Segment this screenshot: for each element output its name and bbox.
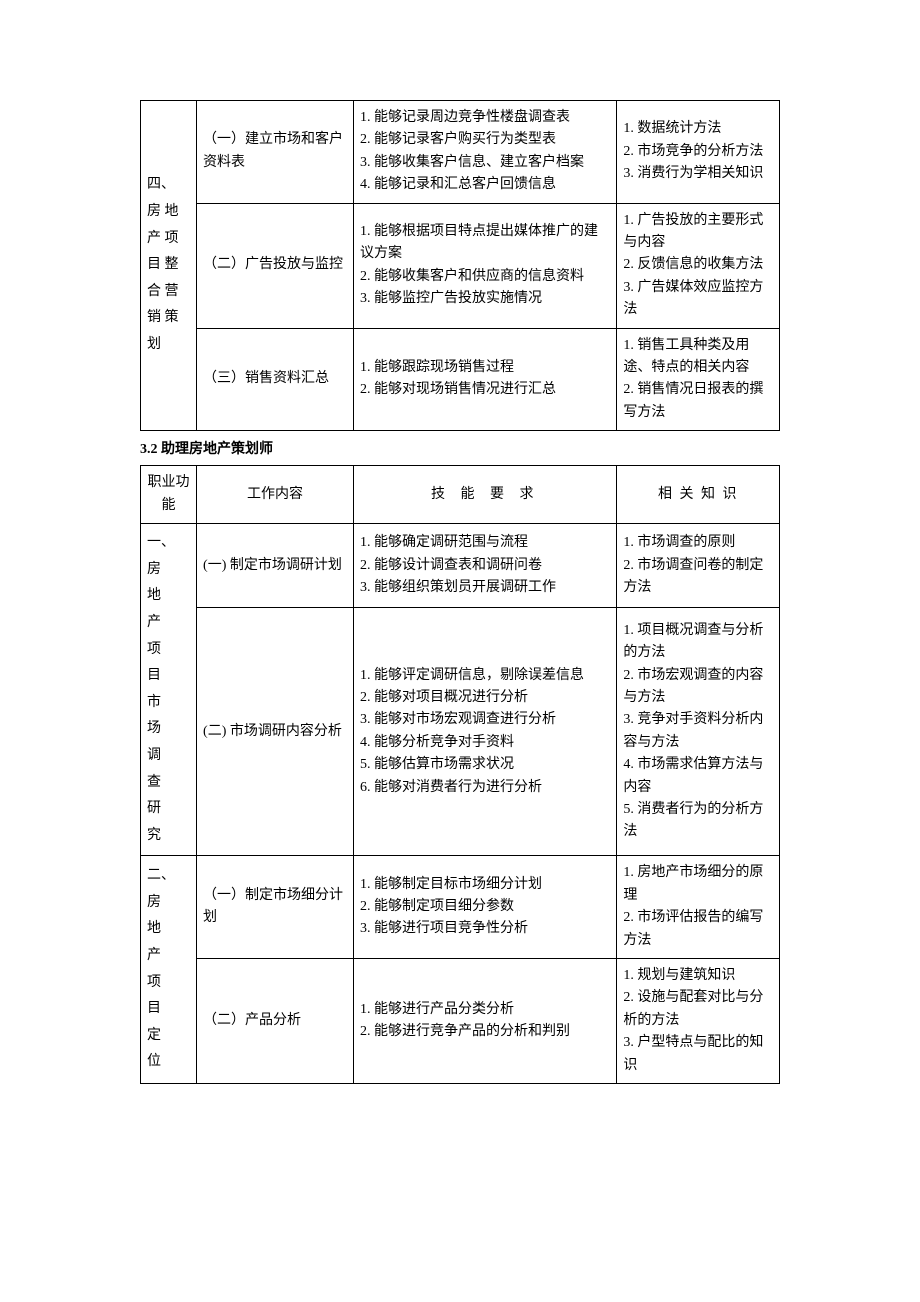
table-row: 一、房地产项目市场调查研究(一) 制定市场调研计划1. 能够确定调研范围与流程2… <box>141 524 780 608</box>
skill-requirement-cell: 1. 能够跟踪现场销售过程2. 能够对现场销售情况进行汇总 <box>353 328 616 431</box>
header-knowledge: 相 关 知 识 <box>617 466 780 524</box>
work-content-cell: (二) 市场调研内容分析 <box>197 608 354 856</box>
work-content-cell: (一) 制定市场调研计划 <box>197 524 354 608</box>
skill-requirement-cell: 1. 能够制定目标市场细分计划2. 能够制定项目细分参数3. 能够进行项目竞争性… <box>353 856 616 959</box>
function-cell: 四、房 地产 项目 整合 营销 策划 <box>141 101 197 431</box>
header-skill: 技 能 要 求 <box>353 466 616 524</box>
knowledge-cell: 1. 规划与建筑知识2. 设施与配套对比与分析的方法3. 户型特点与配比的知识 <box>617 958 780 1083</box>
knowledge-cell: 1. 项目概况调查与分析的方法2. 市场宏观调查的内容与方法3. 竞争对手资料分… <box>617 608 780 856</box>
skills-table-1: 四、房 地产 项目 整合 营销 策划（一）建立市场和客户资料表1. 能够记录周边… <box>140 100 780 431</box>
header-function: 职业功能 <box>141 466 197 524</box>
knowledge-cell: 1. 房地产市场细分的原理2. 市场评估报告的编写方法 <box>617 856 780 959</box>
table-row: 四、房 地产 项目 整合 营销 策划（一）建立市场和客户资料表1. 能够记录周边… <box>141 101 780 204</box>
skill-requirement-cell: 1. 能够评定调研信息，剔除误差信息2. 能够对项目概况进行分析3. 能够对市场… <box>353 608 616 856</box>
skill-requirement-cell: 1. 能够确定调研范围与流程2. 能够设计调查表和调研问卷3. 能够组织策划员开… <box>353 524 616 608</box>
section-title: 3.2 助理房地产策划师 <box>140 439 780 461</box>
table-header-row: 职业功能工作内容技 能 要 求相 关 知 识 <box>141 466 780 524</box>
knowledge-cell: 1. 市场调查的原则2. 市场调查问卷的制定方法 <box>617 524 780 608</box>
skill-requirement-cell: 1. 能够记录周边竞争性楼盘调查表2. 能够记录客户购买行为类型表3. 能够收集… <box>353 101 616 204</box>
knowledge-cell: 1. 销售工具种类及用途、特点的相关内容2. 销售情况日报表的撰写方法 <box>617 328 780 431</box>
knowledge-cell: 1. 广告投放的主要形式与内容2. 反馈信息的收集方法3. 广告媒体效应监控方法 <box>617 203 780 328</box>
work-content-cell: （二）广告投放与监控 <box>197 203 354 328</box>
work-content-cell: （一）制定市场细分计划 <box>197 856 354 959</box>
table-row: （二）广告投放与监控1. 能够根据项目特点提出媒体推广的建议方案2. 能够收集客… <box>141 203 780 328</box>
table-row: 二、房地产项目定位（一）制定市场细分计划1. 能够制定目标市场细分计划2. 能够… <box>141 856 780 959</box>
work-content-cell: （二）产品分析 <box>197 958 354 1083</box>
function-cell: 一、房地产项目市场调查研究 <box>141 524 197 856</box>
skills-table-2: 职业功能工作内容技 能 要 求相 关 知 识一、房地产项目市场调查研究(一) 制… <box>140 465 780 1083</box>
skill-requirement-cell: 1. 能够进行产品分类分析2. 能够进行竞争产品的分析和判别 <box>353 958 616 1083</box>
function-cell: 二、房地产项目定位 <box>141 856 197 1084</box>
work-content-cell: （一）建立市场和客户资料表 <box>197 101 354 204</box>
table-row: （三）销售资料汇总1. 能够跟踪现场销售过程2. 能够对现场销售情况进行汇总1.… <box>141 328 780 431</box>
header-work: 工作内容 <box>197 466 354 524</box>
work-content-cell: （三）销售资料汇总 <box>197 328 354 431</box>
table-row: （二）产品分析1. 能够进行产品分类分析2. 能够进行竞争产品的分析和判别1. … <box>141 958 780 1083</box>
skill-requirement-cell: 1. 能够根据项目特点提出媒体推广的建议方案2. 能够收集客户和供应商的信息资料… <box>353 203 616 328</box>
knowledge-cell: 1. 数据统计方法2. 市场竞争的分析方法3. 消费行为学相关知识 <box>617 101 780 204</box>
table-row: (二) 市场调研内容分析1. 能够评定调研信息，剔除误差信息2. 能够对项目概况… <box>141 608 780 856</box>
